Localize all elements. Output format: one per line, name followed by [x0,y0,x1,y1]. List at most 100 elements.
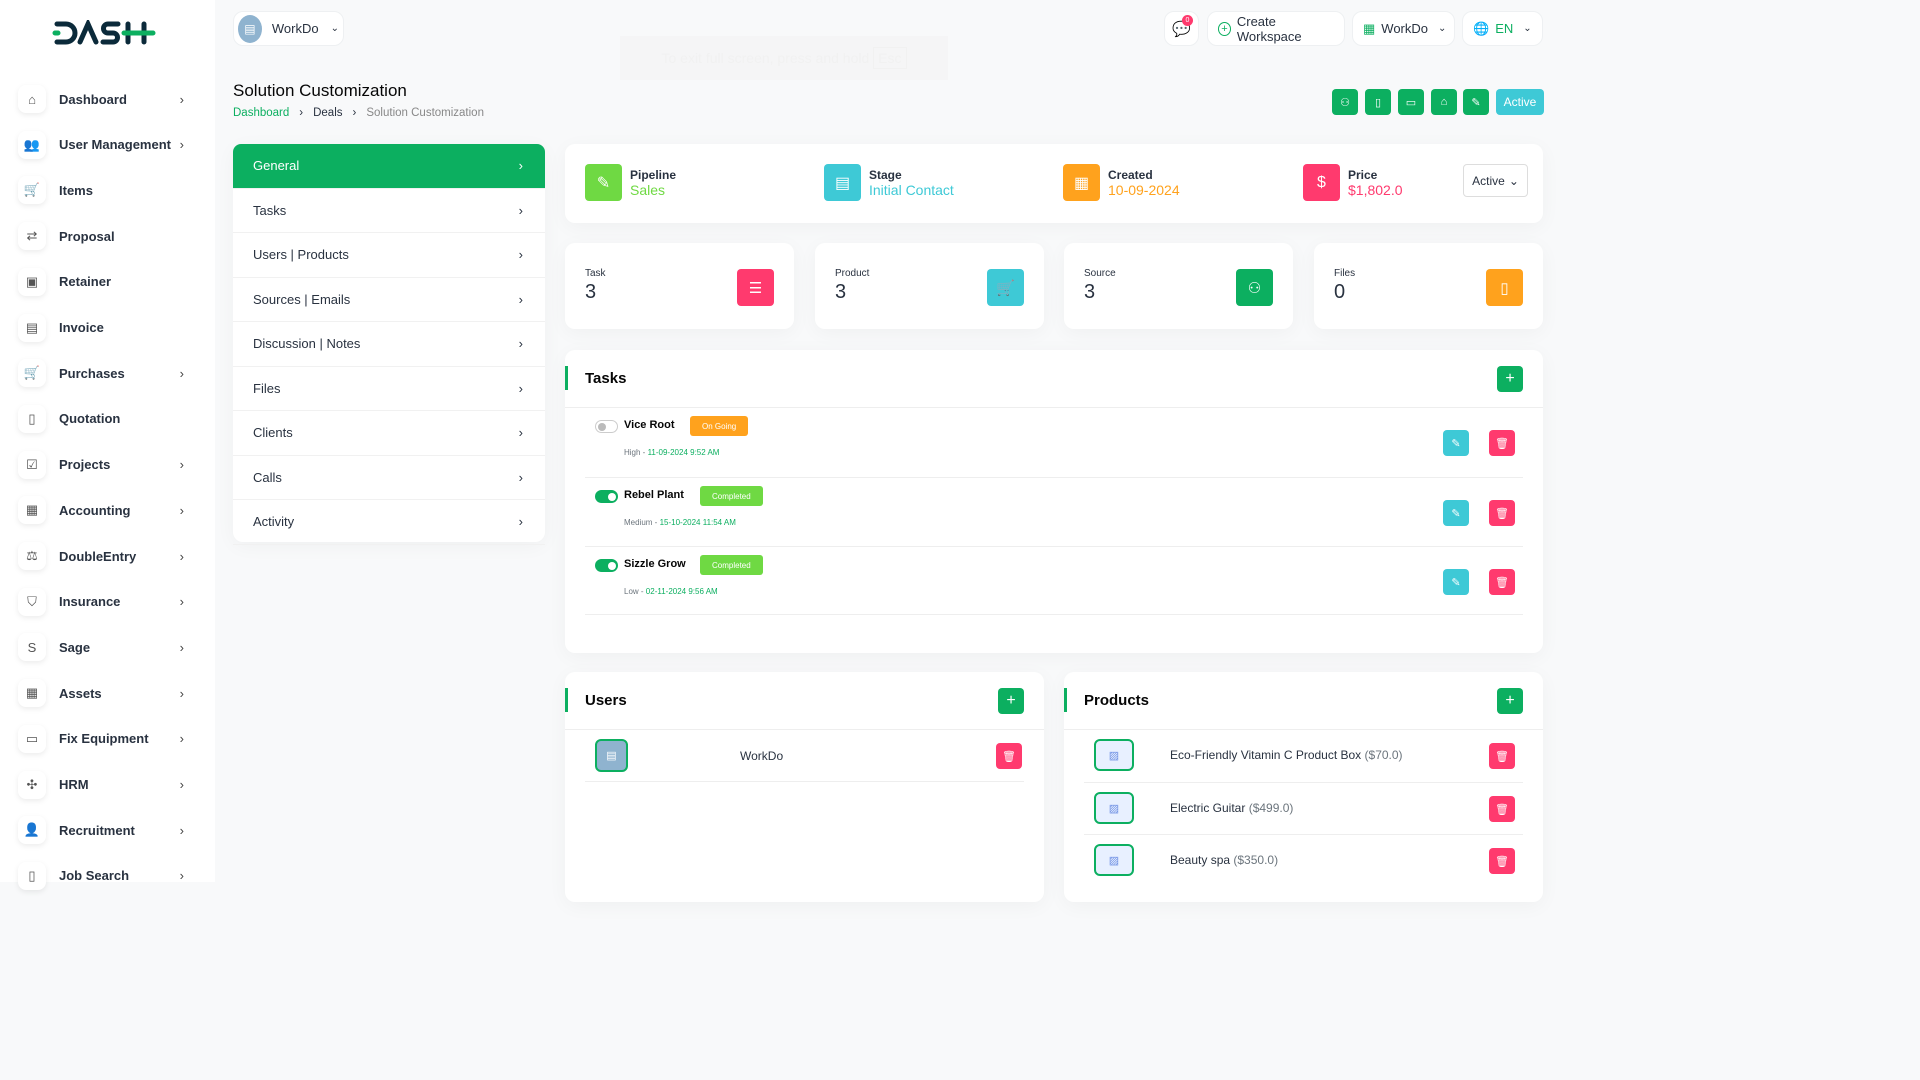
task-complete-toggle[interactable] [595,490,618,503]
sidebar-item-proposal[interactable]: ⇄ Proposal [18,221,198,251]
sidebar: ⌂ Dashboard › 👥 User Management › 🛒 Item… [0,0,215,890]
sidebar-item-user-management[interactable]: 👥 User Management › [18,130,198,160]
edit-task-button[interactable]: ✎ [1443,500,1469,526]
task-complete-toggle[interactable] [595,559,618,572]
calls-button[interactable]: ▭ [1398,89,1424,115]
add-user-button[interactable]: + [998,688,1024,714]
logo[interactable] [52,17,156,49]
breadcrumb-dashboard[interactable]: Dashboard [233,107,290,119]
pipeline-value: Sales [630,181,666,198]
sidebar-item-label: Quotation [59,411,121,427]
sidebar-item-label: Proposal [59,228,115,244]
pencil-icon: ✎ [1451,576,1461,589]
chevron-right-icon: › [179,639,184,655]
add-task-button[interactable]: + [1497,366,1523,392]
divider [565,407,1543,408]
sidebar-item-accounting[interactable]: ▦ Accounting › [18,495,198,525]
breadcrumb-deals[interactable]: Deals [313,107,343,119]
stage-label: Stage [869,167,902,182]
sidebar-item-fix-equipment[interactable]: ▭ Fix Equipment › [18,724,198,754]
divider [1064,729,1543,730]
workspace-switch[interactable]: ▦ WorkDo ⌄ [1352,11,1455,46]
sidebar-item-assets[interactable]: ▦ Assets › [18,678,198,708]
pencil-icon: ✎ [1471,96,1481,109]
sidebar-item-items[interactable]: 🛒 Items [18,175,198,205]
product-name: Beauty spa [1170,853,1231,867]
files-button[interactable]: ▯ [1365,89,1391,115]
sidebar-item-label: Retainer [59,274,112,290]
product-price: ($70.0) [1364,748,1403,762]
sidebar-item-dashboard[interactable]: ⌂ Dashboard › [18,84,198,114]
sidebar-item-purchases[interactable]: 🛒 Purchases › [18,358,198,388]
breadcrumb-separator: › [299,107,304,119]
chevron-down-icon: ⌄ [1523,23,1532,34]
sidebar-item-invoice[interactable]: ▤ Invoice [18,313,198,343]
sidebar-item-projects[interactable]: ☑ Projects › [18,450,198,480]
deal-menu-item[interactable]: Files › [233,367,545,411]
deal-menu-item[interactable]: Activity › [233,500,545,545]
sidebar-item-recruitment[interactable]: 👤 Recruitment › [18,815,198,845]
create-workspace-button[interactable]: + Create Workspace [1207,11,1345,46]
sidebar-item-doubleentry[interactable]: ⚖ DoubleEntry › [18,541,198,571]
delete-task-button[interactable]: 🗑 [1489,569,1515,595]
workspace-name: WorkDo [271,21,319,36]
sidebar-item-insurance[interactable]: ⛉ Insurance › [18,587,198,617]
invoice-icon: ▤ [18,313,46,342]
deal-menu-item[interactable]: Users | Products › [233,233,545,278]
deal-menu-item[interactable]: Clients › [233,411,545,456]
add-product-button[interactable]: + [1497,688,1523,714]
trash-icon: 🗑 [1495,855,1509,868]
chevron-right-icon: › [518,514,523,530]
deal-menu-item[interactable]: General › [233,144,545,189]
edit-deal-button[interactable]: ✎ [1463,89,1489,115]
delete-task-button[interactable]: 🗑 [1489,500,1515,526]
status-select[interactable]: Active ⌄ [1463,164,1528,197]
sidebar-item-quotation[interactable]: ▯ Quotation [18,404,198,434]
labels-button[interactable]: ⌂ [1431,89,1457,115]
chevron-down-icon: ⌄ [1438,23,1447,34]
delete-product-button[interactable]: 🗑 [1489,743,1515,769]
messages-button[interactable]: 💬 0 [1164,11,1199,46]
sidebar-item-sage[interactable]: S Sage › [18,632,198,662]
delete-product-button[interactable]: 🗑 [1489,848,1515,874]
breadcrumb: Dashboard › Deals › Solution Customization [233,107,484,119]
deal-menu-label: Clients [253,425,293,441]
delete-task-button[interactable]: 🗑 [1489,430,1515,456]
stat-card-files: Files 0 ▯ [1314,243,1543,329]
task-meta: Medium - 15-10-2024 11:54 AM [624,518,736,527]
products-title: Products [1084,692,1150,709]
language-selector[interactable]: 🌐 EN ⌄ [1462,11,1543,46]
product-name: Eco-Friendly Vitamin C Product Box [1170,748,1362,762]
chevron-down-icon: ⌄ [330,23,339,34]
chevron-right-icon: › [179,137,184,153]
delete-user-button[interactable]: 🗑 [996,743,1022,769]
sidebar-item-label: Assets [59,685,102,701]
deal-menu-item[interactable]: Discussion | Notes › [233,322,545,367]
sidebar-item-label: Items [59,182,93,198]
sources-button[interactable]: ⚇ [1332,89,1358,115]
delete-product-button[interactable]: 🗑 [1489,796,1515,822]
task-status-badge: Completed [700,486,763,506]
edit-task-button[interactable]: ✎ [1443,569,1469,595]
sidebar-item-retainer[interactable]: ▣ Retainer [18,267,198,297]
task-priority: Medium [624,518,653,527]
deal-menu-item[interactable]: Sources | Emails › [233,278,545,322]
deal-menu-item[interactable]: Tasks › [233,189,545,233]
edit-task-button[interactable]: ✎ [1443,430,1469,456]
task-row: Rebel Plant Completed Medium - 15-10-202… [585,477,1523,545]
sidebar-item-label: Job Search [59,868,130,884]
tag-icon: ⌂ [1440,96,1448,108]
status-button[interactable]: Active [1496,89,1544,115]
task-name[interactable]: Vice Root [624,419,675,431]
projects-icon: ☑ [18,450,46,479]
task-name[interactable]: Rebel Plant [624,489,684,501]
deal-menu-item[interactable]: Calls › [233,456,545,500]
task-name[interactable]: Sizzle Grow [624,558,686,570]
stat-card-source: Source 3 ⚇ [1064,243,1293,329]
task-complete-toggle[interactable] [595,420,618,433]
sidebar-item-job-search[interactable]: ▯ Job Search › [18,861,198,891]
user-name: WorkDo [740,749,784,763]
pencil-icon: ✎ [1451,437,1461,450]
workspace-selector[interactable]: ▤ WorkDo ⌄ [233,11,344,46]
sidebar-item-hrm[interactable]: ✣ HRM › [18,770,198,800]
